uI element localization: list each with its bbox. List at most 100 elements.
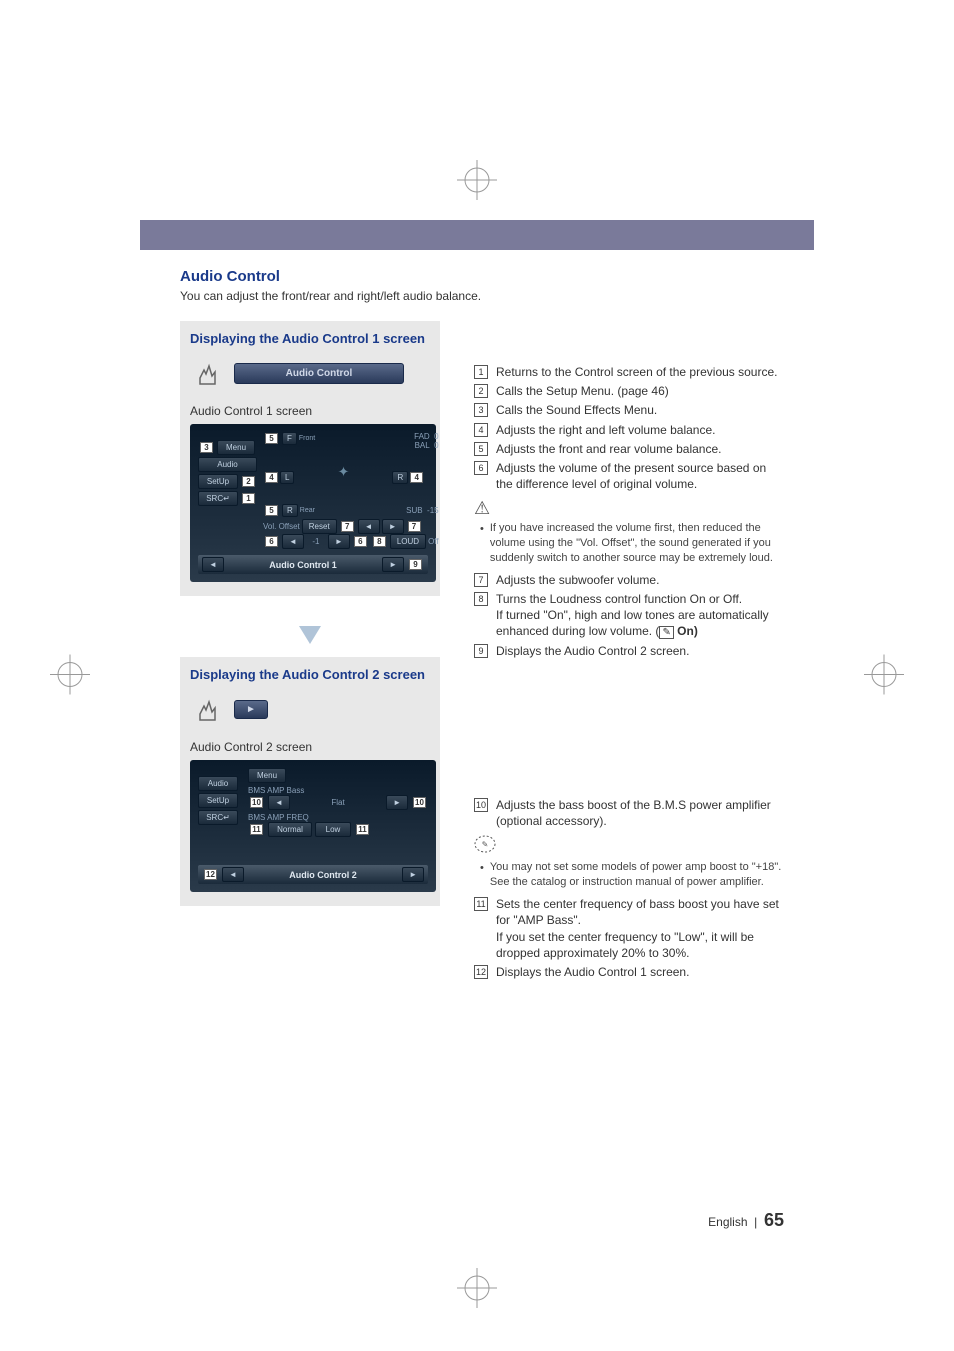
vol-offset-right[interactable]: ►	[328, 534, 350, 549]
callout-marker: 5	[265, 505, 278, 516]
setup-tab[interactable]: SetUp	[198, 793, 238, 808]
callout-num: 4	[474, 423, 488, 437]
screen-next-button[interactable]: ►	[382, 557, 404, 572]
reset-button[interactable]: Reset	[302, 519, 337, 534]
callout-text: Sets the center frequency of bass boost …	[496, 896, 784, 961]
callout-text: Adjusts the front and rear volume balanc…	[496, 441, 784, 457]
callout-marker: 5	[265, 433, 278, 444]
callout-marker: 11	[356, 824, 369, 835]
screen1-label: Audio Control 1 screen	[190, 404, 430, 418]
callout-num: 12	[474, 965, 488, 979]
audio-control-1-screen: 3 Menu Audio SetUp 2 SRC↵ 1	[190, 424, 436, 582]
menu-button[interactable]: Menu	[217, 440, 255, 455]
vol-offset-label: Vol. Offset	[263, 522, 300, 531]
loud-button[interactable]: LOUD	[390, 534, 426, 549]
callout-marker: 6	[354, 536, 367, 547]
callout-marker: 1	[242, 493, 255, 504]
src-tab[interactable]: SRC↵	[198, 491, 238, 506]
callout-text: Turns the Loudness control function On o…	[496, 591, 784, 640]
callout-marker: 10	[413, 797, 426, 808]
front-button[interactable]: F	[282, 432, 297, 445]
callout-marker: 2	[242, 476, 255, 487]
tab-next-button[interactable]: ►	[234, 700, 268, 719]
warning-text: If you have increased the volume first, …	[480, 521, 784, 566]
audio-tab[interactable]: Audio	[198, 457, 257, 472]
crop-mark-left	[50, 654, 90, 697]
page-footer: English | 65	[708, 1210, 784, 1231]
preset-icon: ✎	[659, 626, 673, 639]
setup-tab[interactable]: SetUp	[198, 474, 238, 489]
section-title: Audio Control	[180, 268, 784, 285]
sub-label: SUB	[406, 506, 422, 515]
left-button[interactable]: L	[280, 471, 294, 484]
callout-marker: 10	[250, 797, 263, 808]
panel-audio-control-2: Displaying the Audio Control 2 screen ► …	[180, 657, 440, 906]
callout-marker: 6	[265, 536, 278, 547]
callout-text: Displays the Audio Control 2 screen.	[496, 643, 784, 659]
balance-crosshair[interactable]: ✦	[298, 452, 388, 502]
vol-offset-left[interactable]: ◄	[282, 534, 304, 549]
bass-right-button[interactable]: ►	[386, 795, 408, 810]
freq-normal-button[interactable]: Normal	[268, 822, 312, 837]
screen-prev-button[interactable]: ◄	[222, 867, 244, 882]
screen-next-button[interactable]: ►	[402, 867, 424, 882]
screen-prev-button[interactable]: ◄	[202, 557, 224, 572]
audio-control-2-screen: Audio SetUp SRC↵ Menu BMS AMP Bass 10 ◄ …	[190, 760, 436, 892]
panel1-title: Displaying the Audio Control 1 screen	[190, 331, 430, 346]
callout-num: 2	[474, 384, 488, 398]
callout-num: 9	[474, 644, 488, 658]
sub-value: -15	[427, 506, 439, 515]
callout-marker: 7	[408, 521, 421, 532]
tab-audio-control[interactable]: Audio Control	[234, 363, 404, 384]
loud-value: Off	[428, 537, 439, 546]
src-tab[interactable]: SRC↵	[198, 810, 238, 825]
audio-tab[interactable]: Audio	[198, 776, 238, 791]
continue-arrow-icon	[180, 624, 440, 649]
vol-offset-value: -1	[306, 537, 326, 546]
right-button[interactable]: R	[392, 471, 408, 484]
fad-value: 0	[434, 432, 438, 441]
sub-right-button[interactable]: ►	[382, 519, 404, 534]
callout-text: Adjusts the bass boost of the B.M.S powe…	[496, 797, 784, 829]
callout-marker: 11	[250, 824, 263, 835]
rear-label: Rear	[300, 507, 315, 514]
callout-list-2: 10Adjusts the bass boost of the B.M.S po…	[474, 797, 784, 829]
callout-marker: 12	[204, 869, 217, 880]
callout-num: 5	[474, 442, 488, 456]
callout-text: Adjusts the subwoofer volume.	[496, 572, 784, 588]
callout-text: Calls the Setup Menu. (page 46)	[496, 383, 784, 399]
section-subtitle: You can adjust the front/rear and right/…	[180, 289, 784, 303]
callout-marker: 7	[341, 521, 354, 532]
bass-left-button[interactable]: ◄	[268, 795, 290, 810]
front-label: Front	[299, 435, 315, 442]
screen2-label: Audio Control 2 screen	[190, 740, 430, 754]
freq-low-button[interactable]: Low	[315, 822, 351, 837]
callout-num: 1	[474, 365, 488, 379]
crop-mark-right	[864, 654, 904, 697]
svg-text:✎: ✎	[482, 840, 489, 849]
warning-icon: ⚠	[474, 498, 784, 519]
sub-left-button[interactable]: ◄	[358, 519, 380, 534]
touch-hand-icon	[190, 692, 224, 726]
callout-list-1: 1Returns to the Control screen of the pr…	[474, 364, 784, 492]
fad-label: FAD	[414, 432, 430, 441]
menu-button[interactable]: Menu	[248, 768, 286, 783]
screen1-bottom-title: Audio Control 1	[227, 560, 379, 570]
callout-num: 11	[474, 897, 488, 911]
header-bar	[140, 220, 814, 250]
callout-num: 3	[474, 403, 488, 417]
touch-hand-icon	[190, 356, 224, 390]
bal-value: 0	[434, 441, 438, 450]
bass-value: Flat	[293, 798, 383, 807]
callout-num: 8	[474, 592, 488, 606]
page-number: 65	[764, 1210, 784, 1230]
rear-button[interactable]: R	[282, 504, 298, 517]
loud-label: LOUD	[397, 537, 419, 546]
src-label: SRC	[206, 813, 223, 822]
note-text: You may not set some models of power amp…	[480, 860, 784, 890]
bms-bass-label: BMS AMP Bass	[248, 786, 428, 795]
callout-marker: 4	[265, 472, 278, 483]
footer-lang: English	[708, 1215, 747, 1229]
callout-list-2b: 11 Sets the center frequency of bass boo…	[474, 896, 784, 980]
callout-text: Adjusts the volume of the present source…	[496, 460, 784, 492]
